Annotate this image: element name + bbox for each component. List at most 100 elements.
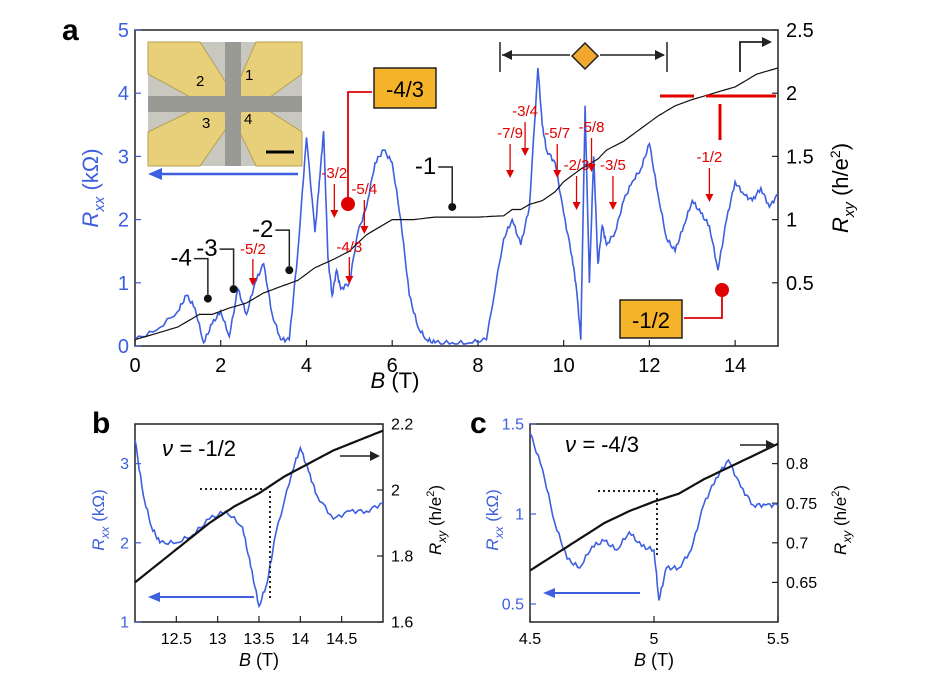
y-left-tick-label: 1 <box>515 507 524 524</box>
panel-c: c 4.5 5 5.50.511.50.650.70.750.8 ν = -4/3 … <box>470 407 854 670</box>
filling-factor-label: -4 <box>171 245 192 272</box>
fraction-arrowhead <box>521 148 530 156</box>
y-right-tick-label: 0.65 <box>786 575 817 592</box>
fraction-label: -3/2 <box>321 165 347 182</box>
x-tick-label: 14 <box>291 631 309 648</box>
y-right-tick-label: 2.5 <box>786 20 814 42</box>
y-right-tick-label: 2 <box>786 83 797 105</box>
x-axis-title-c: B (T) <box>634 650 674 670</box>
y-right-tick-label: 0.8 <box>786 456 808 473</box>
y-left-tick-label: 1.5 <box>502 417 524 434</box>
fraction-label: -4/3 <box>336 239 362 256</box>
fraction-label: -3/5 <box>600 157 626 174</box>
fraction-arrowhead <box>360 226 369 234</box>
fraction-label: -3/4 <box>512 103 538 120</box>
fraction-arrowhead <box>705 194 714 202</box>
fraction-arrowhead <box>572 202 581 210</box>
x-tick-label: 5.5 <box>767 631 789 648</box>
x-tick-label: 0 <box>129 355 140 377</box>
fraction-label: -5/2 <box>240 241 266 258</box>
svg-text:ν = -1/2: ν = -1/2 <box>162 436 236 461</box>
y-axis-right-title-a: Rxy (h/e2) <box>827 143 858 233</box>
x-tick-label: 13.5 <box>243 631 274 648</box>
rxx-arrow-head <box>148 168 162 180</box>
fraction-label: -7/9 <box>497 125 523 142</box>
y-right-tick-label: 0.75 <box>786 496 817 513</box>
y-left-tick-label: 3 <box>120 456 129 473</box>
x-tick-label: 13 <box>209 631 227 648</box>
y-right-tick-label: 1.8 <box>391 549 413 566</box>
y-right-tick-label: 0.7 <box>786 535 808 552</box>
fraction-arrowhead <box>345 276 354 284</box>
fraction-arrowhead <box>248 278 257 286</box>
y-right-tick-label: 0.5 <box>786 273 814 295</box>
fraction-label: -1/2 <box>696 149 722 166</box>
half-filling-marker <box>660 94 776 140</box>
filling-factor-dot <box>285 266 294 275</box>
x-tick-label: 6 <box>387 355 398 377</box>
contact-3-label: 3 <box>202 115 210 132</box>
filling-factor-leader <box>275 229 291 267</box>
x-tick-label: 4 <box>301 355 312 377</box>
y-left-tick-label: 2 <box>120 535 129 552</box>
series-rxy <box>529 442 779 572</box>
contact-4-label: 4 <box>244 111 252 128</box>
contact-2-label: 1 <box>245 67 253 84</box>
x-tick-label: 14 <box>724 355 746 377</box>
fraction-label: -2/3 <box>564 157 590 174</box>
y-left-tick-label: 1 <box>120 615 129 632</box>
y-left-tick-label: 0 <box>118 336 129 358</box>
y-left-tick-label: 4 <box>118 83 129 105</box>
filling-factor-label: -2 <box>252 216 273 243</box>
filling-factor-leader <box>219 248 235 286</box>
y-right-tick-label: 2 <box>391 483 400 500</box>
filling-factor-label: -3 <box>196 235 217 262</box>
y-right-tick-label: 1.5 <box>786 146 814 168</box>
series-rxx <box>134 67 779 345</box>
panel-label-a: a <box>62 14 79 47</box>
diamond-icon <box>570 41 600 71</box>
y-left-tick-label: 2 <box>118 210 129 232</box>
x-axis-title-a: B (T) <box>371 368 420 393</box>
x-tick-label: 5 <box>650 631 659 648</box>
y-right-tick-label: 1.6 <box>391 615 413 632</box>
box-label-12: -1/2 <box>619 283 729 339</box>
y-axis-left-title-a: Rxx (kΩ) <box>78 148 108 227</box>
x-tick-label: 8 <box>472 355 483 377</box>
x-tick-label: 2 <box>215 355 226 377</box>
series-rxx <box>134 439 384 609</box>
nu-label-b: ν = -1/2 <box>162 436 236 461</box>
y-left-tick-label: 0.5 <box>502 597 524 614</box>
device-image-inset: 2 1 3 4 <box>147 41 303 167</box>
y-left-tick-label: 5 <box>118 20 129 42</box>
panel-label-c: c <box>470 407 487 440</box>
plot-frame-a <box>134 29 779 347</box>
fraction-arrowhead <box>330 210 339 218</box>
filling-factor-dot <box>203 294 212 303</box>
contact-1-label: 2 <box>196 73 204 90</box>
series-rxy <box>134 67 779 341</box>
y-right-tick-label: 1 <box>786 210 797 232</box>
x-axis-title-b: B (T) <box>239 650 279 670</box>
fraction-arrowhead <box>553 170 562 178</box>
y-left-tick-label: 3 <box>118 146 129 168</box>
y-axis-left-title-b: Rxx (kΩ) <box>89 489 112 551</box>
fraction-label: -5/8 <box>579 119 605 136</box>
box-label-43: -4/3 <box>341 67 437 211</box>
y-axis-right-title-c: Rxy (h/e2) <box>830 485 854 555</box>
y-right-tick-label: 2.2 <box>391 417 413 434</box>
panel-b: b 12.5 13 13.5 14 14.5 1 2 3 1.6 1.8 2 2.2 ν = -1/2… <box>89 407 449 670</box>
svg-text:-1/2: -1/2 <box>632 308 670 333</box>
fraction-arrowhead <box>506 170 515 178</box>
fraction-arrowhead <box>608 202 617 210</box>
series-rxx <box>529 432 779 601</box>
x-tick-label: 12.5 <box>161 631 192 648</box>
y-left-tick-label: 1 <box>118 273 129 295</box>
panel-a: a 2 1 3 4 <box>62 14 858 393</box>
filling-factor-dot <box>448 202 457 211</box>
x-tick-label: 12 <box>638 355 660 377</box>
filling-factor-leader <box>193 257 209 295</box>
filling-factor-dot <box>229 285 238 294</box>
y-axis-right-title-b: Rxy (h/e2) <box>425 485 449 555</box>
